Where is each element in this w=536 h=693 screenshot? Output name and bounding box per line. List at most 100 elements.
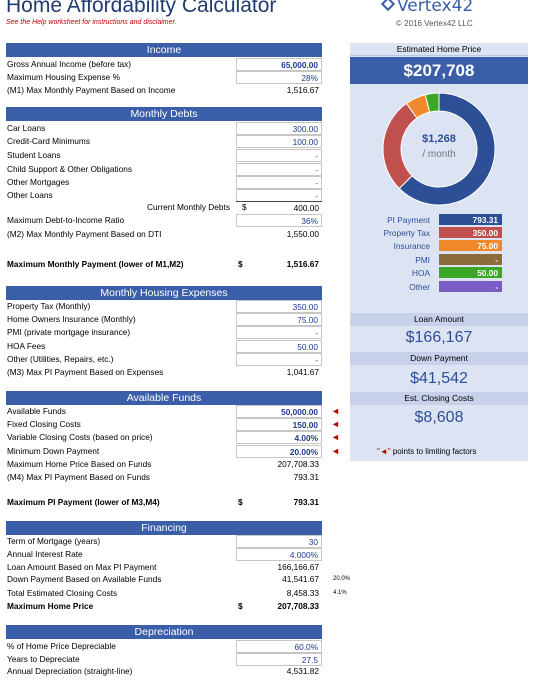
debt-item-1-label: Credit-Card Minimums [7, 136, 90, 146]
legend-item: Property Tax 350.00 [350, 227, 528, 239]
debts-section-header: Monthly Debts [6, 107, 322, 121]
housing-item-2-input[interactable]: - [236, 326, 322, 339]
max-monthly-payment-row: Maximum Monthly Payment (lower of M1,M2)… [6, 258, 322, 271]
donut-slice-pi-payment [398, 92, 496, 206]
legend-item: PI Payment 793.31 [350, 214, 528, 226]
depreciable-input[interactable]: 60.0% [236, 640, 322, 653]
dti-row: Maximum Debt-to-Income Ratio 36% [6, 214, 322, 227]
legend-label: Insurance [393, 241, 430, 251]
debt-item-4-input[interactable]: - [236, 176, 322, 189]
legend-value: - [439, 254, 502, 265]
gross-income-input[interactable]: 65,000.00 [236, 58, 322, 71]
max-housing-expense-input[interactable]: 28% [236, 71, 322, 84]
funds-item-3-row: Minimum Down Payment 20.00% ◄ [6, 445, 340, 458]
m4-label: (M4) Max PI Payment Based on Funds [7, 472, 150, 482]
housing-item-1-input[interactable]: 75.00 [236, 313, 322, 326]
housing-item-4-input[interactable]: - [236, 353, 322, 366]
m3-value: 1,041.67 [286, 367, 319, 377]
closing-costs-value: 8,458.33 [286, 588, 319, 598]
funds-item-1-row: Fixed Closing Costs 150.00 ◄ [6, 418, 340, 431]
housing-item-3-label: HOA Fees [7, 341, 46, 351]
income-section-header: Income [6, 43, 322, 57]
down-payment-summary: $41,542 [410, 370, 468, 387]
m3-label: (M3) Max PI Payment Based on Expenses [7, 367, 164, 377]
term-label: Term of Mortgage (years) [7, 536, 101, 546]
max-pi-payment-value: 793.31 [293, 497, 319, 507]
years-depreciate-label: Years to Depreciate [7, 654, 80, 664]
debt-item-3-input[interactable]: - [236, 163, 322, 176]
legend-item: Insurance 75.00 [350, 240, 528, 252]
housing-item-3-input[interactable]: 50.00 [236, 340, 322, 353]
help-note: See the Help worksheet for instructions … [6, 19, 177, 26]
housing-item-0-row: Property Tax (Monthly) 350.00 [6, 300, 322, 313]
funds-item-1-limit-arrow-icon: ◄ [331, 419, 340, 429]
legend-item: PMI - [350, 254, 528, 266]
term-row: Term of Mortgage (years) 30 [6, 535, 322, 548]
m2-label: (M2) Max Monthly Payment Based on DTI [7, 229, 162, 239]
legend-label: Other [409, 282, 430, 292]
loan-amount-label: Loan Amount Based on Max PI Payment [7, 562, 157, 572]
term-input[interactable]: 30 [236, 535, 322, 548]
limit-note-text: points to limiting factors [390, 447, 477, 456]
closing-costs-label: Total Estimated Closing Costs [7, 588, 118, 598]
legend-label: PI Payment [387, 215, 430, 225]
debt-item-5-label: Other Loans [7, 190, 53, 200]
legend-value: - [439, 281, 502, 292]
housing-item-0-input[interactable]: 350.00 [236, 300, 322, 313]
dti-input[interactable]: 36% [236, 214, 322, 227]
max-pi-payment-row: Maximum PI Payment (lower of M3,M4) $ 79… [6, 496, 322, 509]
debt-item-2-label: Student Loans [7, 150, 61, 160]
estimated-price-title: Estimated Home Price [350, 43, 528, 56]
max-price-funds-value: 207,708.33 [277, 459, 319, 469]
debt-item-1-input[interactable]: 100.00 [236, 135, 322, 148]
debt-item-4-row: Other Mortgages - [6, 176, 322, 189]
debt-item-3-label: Child Support & Other Obligations [7, 164, 132, 174]
debt-item-0-row: Car Loans 300.00 [6, 122, 322, 135]
down-payment-title: Down Payment [350, 352, 528, 365]
funds-item-2-input[interactable]: 4.00% [236, 431, 322, 444]
debt-item-0-input[interactable]: 300.00 [236, 122, 322, 135]
housing-item-0-label: Property Tax (Monthly) [7, 301, 91, 311]
loan-amount-value: 166,166.67 [277, 562, 319, 572]
m1-value: 1,516.67 [286, 85, 319, 95]
funds-item-2-label: Variable Closing Costs (based on price) [7, 432, 153, 442]
current-debts-row: Current Monthly Debts $ 400.00 [6, 201, 322, 214]
depreciable-label: % of Home Price Depreciable [7, 641, 116, 651]
down-payment-label: Down Payment Based on Available Funds [7, 574, 162, 584]
current-debts-value: 400.00 [236, 201, 322, 214]
m2-row: (M2) Max Monthly Payment Based on DTI 1,… [6, 228, 322, 241]
debt-item-2-input[interactable]: - [236, 149, 322, 162]
closing-costs-percent: 4.1% [333, 590, 347, 596]
max-monthly-payment-label: Maximum Monthly Payment (lower of M1,M2) [7, 259, 184, 269]
funds-item-3-limit-arrow-icon: ◄ [331, 446, 340, 456]
donut-slice-hoa [424, 92, 440, 113]
rate-input[interactable]: 4.000% [236, 548, 322, 561]
funds-item-0-input[interactable]: 50,000.00 [236, 405, 322, 418]
legend-value: 793.31 [439, 214, 502, 225]
down-payment-value: 41,541.67 [282, 574, 319, 584]
debt-item-5-row: Other Loans - [6, 189, 322, 202]
funds-section-header: Available Funds [6, 391, 322, 405]
max-housing-expense-row: Maximum Housing Expense % 28% [6, 71, 322, 84]
donut-unit: / month [422, 149, 456, 160]
housing-item-2-row: PMI (private mortgage insurance) - [6, 326, 322, 339]
max-pi-payment-dollar: $ [238, 497, 243, 507]
years-depreciate-input[interactable]: 27.5 [236, 653, 322, 666]
max-housing-expense-label: Maximum Housing Expense % [7, 72, 120, 82]
gross-income-row: Gross Annual Income (before tax) 65,000.… [6, 58, 322, 71]
closing-costs-title: Est. Closing Costs [350, 392, 528, 405]
annual-depreciation-label: Annual Depreciation (straight-line) [7, 666, 133, 676]
m2-value: 1,550.00 [286, 229, 319, 239]
funds-item-3-input[interactable]: 20.00% [236, 445, 322, 458]
funds-item-1-input[interactable]: 150.00 [236, 418, 322, 431]
max-home-price-dollar: $ [238, 601, 243, 611]
m1-label: (M1) Max Monthly Payment Based on Income [7, 85, 176, 95]
debt-item-2-row: Student Loans - [6, 149, 322, 162]
annual-depreciation-row: Annual Depreciation (straight-line) 4,53… [6, 665, 322, 678]
housing-item-3-row: HOA Fees 50.00 [6, 340, 322, 353]
max-pi-payment-label: Maximum PI Payment (lower of M3,M4) [7, 497, 160, 507]
housing-item-1-row: Home Owners Insurance (Monthly) 75.00 [6, 313, 322, 326]
legend-value: 50.00 [439, 267, 502, 278]
payment-donut-chart [382, 92, 496, 206]
legend-value: 350.00 [439, 227, 502, 238]
